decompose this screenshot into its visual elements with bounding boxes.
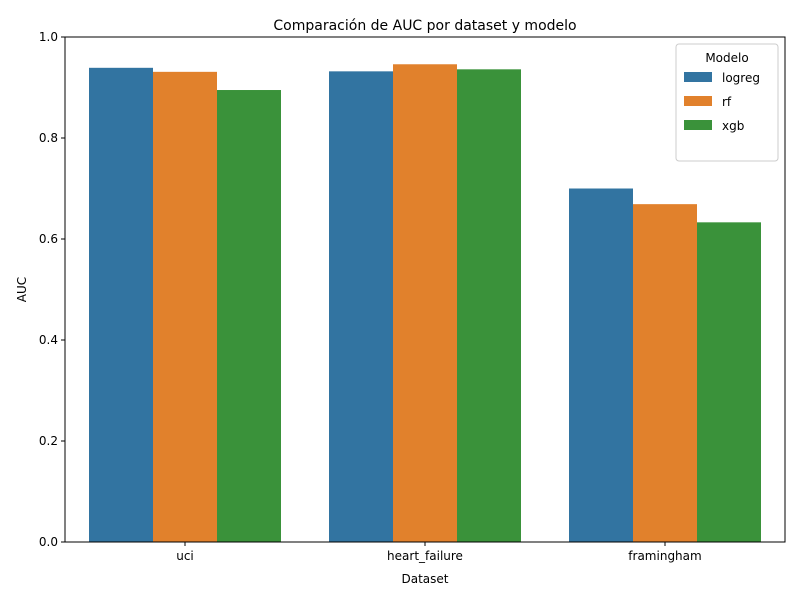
bar-logreg-framingham [569, 188, 633, 542]
legend-swatch-logreg [684, 72, 712, 82]
legend: Modelo logreg rf xgb [675, 43, 779, 162]
bar-rf-framingham [633, 204, 697, 542]
x-axis-label: Dataset [402, 572, 449, 586]
y-tick-label: 0.0 [39, 535, 58, 549]
legend-label-xgb: xgb [722, 119, 744, 133]
bar-logreg-uci [89, 67, 153, 542]
legend-swatch-rf [684, 96, 712, 106]
y-tick-label: 0.8 [39, 131, 58, 145]
bar-xgb-framingham [697, 222, 761, 542]
x-tick-label-heart_failure: heart_failure [387, 549, 463, 563]
bar-xgb-uci [217, 90, 281, 543]
chart-title: Comparación de AUC por dataset y modelo [273, 18, 576, 34]
legend-title: Modelo [705, 51, 748, 65]
bar-xgb-heart_failure [457, 69, 521, 542]
y-axis-label: AUC [15, 277, 29, 302]
plot-frame [64, 36, 786, 543]
x-axis: uci heart_failure framingham [176, 542, 702, 563]
legend-label-logreg: logreg [722, 71, 760, 85]
y-tick-label: 0.4 [39, 333, 58, 347]
bar-rf-heart_failure [393, 64, 457, 543]
y-axis: 0.0 0.2 0.4 0.6 0.8 1.0 [39, 30, 65, 549]
bars-group [89, 64, 761, 543]
x-tick-label-framingham: framingham [628, 549, 701, 563]
x-tick-label-uci: uci [176, 549, 194, 563]
legend-label-rf: rf [722, 95, 732, 109]
bar-logreg-heart_failure [329, 71, 393, 542]
y-tick-label: 0.2 [39, 434, 58, 448]
y-tick-label: 0.6 [39, 232, 58, 246]
legend-swatch-xgb [684, 120, 712, 130]
y-tick-label: 1.0 [39, 30, 58, 44]
bar-rf-uci [153, 71, 217, 542]
